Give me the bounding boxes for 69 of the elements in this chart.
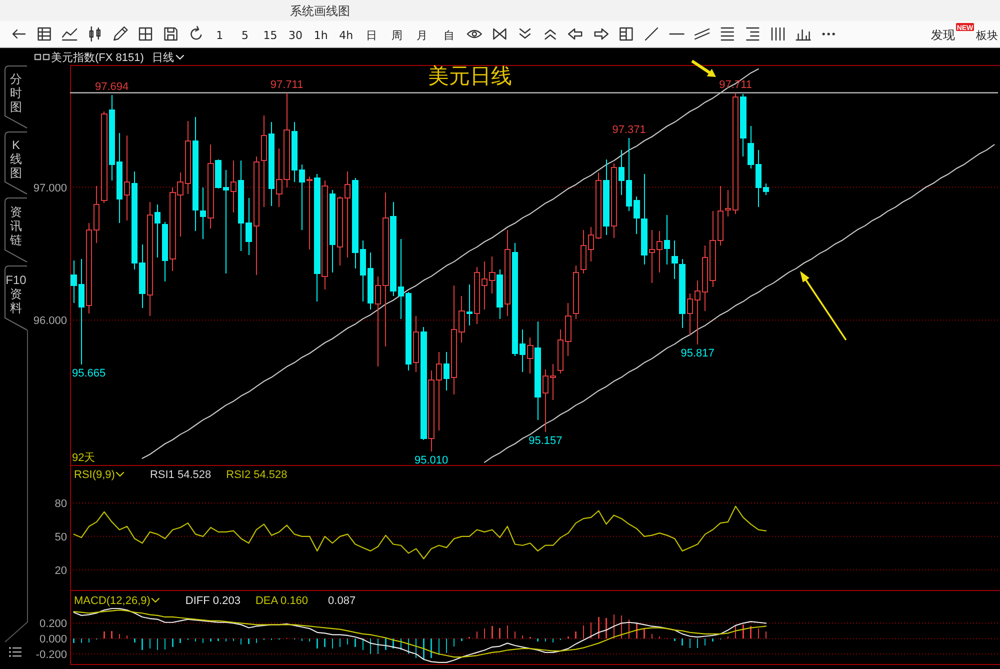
text: 95.157 xyxy=(528,435,562,448)
candlestick xyxy=(253,156,260,276)
series-label: DEA 0.160 xyxy=(255,595,308,607)
y-tick-label: 0.000 xyxy=(39,634,67,646)
candlestick xyxy=(260,115,268,208)
text: 日线 xyxy=(152,51,174,64)
text: 97.694 xyxy=(95,81,129,94)
candlestick xyxy=(329,189,336,273)
candlestick xyxy=(466,284,472,326)
candlestick xyxy=(534,320,541,420)
text: 系统画线图 xyxy=(290,4,350,18)
candlestick xyxy=(496,269,503,320)
candlestick xyxy=(200,186,206,240)
toolbar-buttons: 1 5 15 30 1h 4h 日 周 月 自 xyxy=(216,29,455,42)
text: 95.817 xyxy=(680,347,714,360)
candlestick xyxy=(192,116,199,232)
candlestick xyxy=(306,176,313,250)
candlestick xyxy=(610,162,617,238)
text: F10资料 xyxy=(6,273,27,316)
candlestick xyxy=(230,160,237,214)
candlestick xyxy=(268,122,275,206)
chart-title: RSI(9,9) xyxy=(74,469,124,481)
text: 97.371 xyxy=(612,124,646,136)
y-tick-label: 96.000 xyxy=(33,315,67,328)
text: 97.711 xyxy=(270,78,304,91)
candlestick xyxy=(572,265,579,320)
candlestick xyxy=(413,316,420,372)
candlestick xyxy=(740,94,746,158)
chart-subtitle: 美元指数(FX 8151) xyxy=(51,51,144,64)
annotation: 92天 xyxy=(72,452,96,464)
y-tick-label: 20 xyxy=(54,564,67,577)
y-tick-label: 50 xyxy=(54,531,67,544)
candlestick xyxy=(101,111,108,204)
candlestick xyxy=(124,134,130,221)
candlestick xyxy=(504,229,510,317)
candlestick xyxy=(420,326,427,440)
text: 发现 xyxy=(931,28,955,42)
series-label: DIFF 0.203 xyxy=(185,595,240,607)
line-series xyxy=(73,506,767,560)
candlestick xyxy=(322,180,328,290)
chart-title: MACD(12,26,9) xyxy=(74,595,160,607)
text: K线图 xyxy=(10,138,22,180)
candlestick xyxy=(527,336,534,374)
candlestick xyxy=(664,214,670,265)
text: 分时图 xyxy=(10,72,22,114)
text: RSI2 54.528 xyxy=(226,469,288,481)
candlestick xyxy=(641,173,648,265)
text: 板块 xyxy=(975,29,998,42)
y-tick-label: 97.000 xyxy=(33,182,67,194)
candlestick xyxy=(208,144,214,229)
text: 95.010 xyxy=(414,454,448,467)
annotation: 0.087 xyxy=(328,595,356,607)
candlestick xyxy=(162,221,168,282)
y-tick-label: 0.200 xyxy=(39,618,67,630)
chart-title: RSI(9,9) xyxy=(74,469,115,481)
candlestick xyxy=(679,258,686,329)
y-tick-label: 80 xyxy=(54,498,67,510)
candlestick xyxy=(154,204,161,258)
line-series xyxy=(484,144,995,463)
candlestick xyxy=(146,201,153,317)
legend-label: RSI1 54.528 xyxy=(150,469,212,481)
chart-title: 美元日线 xyxy=(428,64,512,88)
text: 资讯链 xyxy=(9,205,22,248)
candlestick xyxy=(672,240,678,280)
candlestick xyxy=(443,352,450,392)
candlestick xyxy=(314,173,320,302)
candlestick xyxy=(603,158,610,236)
y-tick-label: -0.200 xyxy=(36,648,67,661)
text: 95.665 xyxy=(72,368,106,380)
